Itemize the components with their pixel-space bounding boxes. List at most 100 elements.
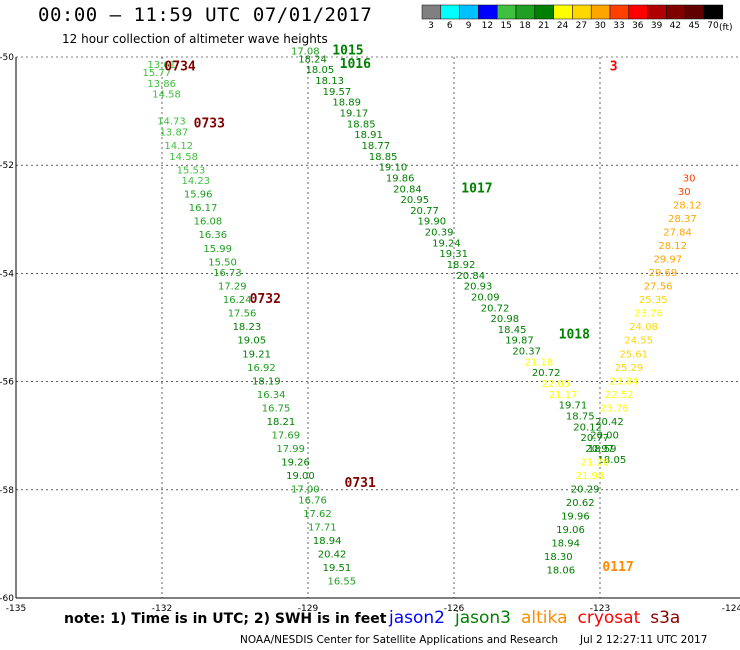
swh-value-label: 27.56 <box>644 282 673 293</box>
colorbar-level-label: 42 <box>669 21 682 31</box>
pass-time-label: 3 <box>610 60 618 75</box>
swh-value-label: 18.13 <box>315 76 344 87</box>
colorbar-swatch <box>647 4 667 20</box>
swh-value-label: 13.87 <box>160 127 189 138</box>
swh-value-label: 19.86 <box>386 173 415 184</box>
y-tick-label: -52 <box>0 161 14 171</box>
swh-value-label: 16.75 <box>262 403 291 414</box>
swh-value-label: 18.85 <box>369 152 398 163</box>
colorbar-level-label: 27 <box>575 21 588 31</box>
colorbar-level-label: 21 <box>538 21 550 31</box>
x-tick-label: -124 <box>722 604 740 614</box>
legend-entry-cryosat: cryosat <box>577 608 641 628</box>
swh-value-label: 15.99 <box>203 244 232 255</box>
swh-value-label: 18.94 <box>313 536 342 547</box>
swh-value-label: 18.23 <box>233 322 262 333</box>
swh-value-label: 28.12 <box>658 241 687 252</box>
swh-value-label: 16.08 <box>194 217 223 228</box>
legend-entry-jason3: jason3 <box>455 608 511 628</box>
swh-value-label: 20.93 <box>464 282 493 293</box>
legend-entry-altika: altika <box>521 608 568 628</box>
colorbar-level-label: 33 <box>613 21 625 31</box>
swh-value-label: 24.08 <box>629 322 658 333</box>
colorbar-level-label: 9 <box>465 21 472 31</box>
swh-value-label: 19.87 <box>505 336 534 347</box>
pass-time-label: 1015 <box>332 43 363 58</box>
swh-value-label: 15.96 <box>184 190 213 201</box>
swh-value-label: 28.12 <box>673 200 702 211</box>
swh-value-label: 16.36 <box>199 230 228 241</box>
swh-value-label: 17.00 <box>291 485 320 496</box>
x-tick-label: -132 <box>152 604 172 614</box>
swh-value-label: 18.92 <box>447 260 476 271</box>
swh-value-label: 20.98 <box>491 314 520 325</box>
swh-value-label: 14.73 <box>157 117 186 128</box>
swh-value-label: 15.53 <box>177 165 206 176</box>
swh-value-label: 25.61 <box>619 349 648 360</box>
swh-value-label: 20.84 <box>393 184 422 195</box>
pass-time-label: 0117 <box>602 560 633 575</box>
swh-value-label: 20.77 <box>410 206 439 217</box>
swh-value-label: 17.56 <box>228 309 257 320</box>
satellite-legend: jason2 jason3 altika cryosat s3a <box>389 608 690 628</box>
swh-value-label: 19.51 <box>323 563 352 574</box>
colorbar-swatch <box>553 4 573 20</box>
swh-value-label: 20.72 <box>481 303 510 314</box>
swh-value-label: 29.69 <box>649 268 678 279</box>
swh-value-label: 17.29 <box>218 282 247 293</box>
swh-value-label: 23.84 <box>610 376 639 387</box>
swh-value-label: 18.05 <box>598 455 627 466</box>
y-tick-label: -60 <box>0 594 14 604</box>
colorbar-swatch <box>703 4 724 20</box>
swh-value-label: 23.76 <box>600 403 629 414</box>
swh-value-label: 22.52 <box>605 390 634 401</box>
swh-value-label: 18.75 <box>566 411 595 422</box>
swh-value-label: 18.77 <box>362 141 391 152</box>
colorbar-swatch <box>534 4 554 20</box>
swh-value-label: 16.73 <box>213 268 242 279</box>
swh-value-label: 14.23 <box>181 176 210 187</box>
y-tick-label: -54 <box>0 269 14 279</box>
footer-credit: NOAA/NESDIS Center for Satellite Applica… <box>240 634 558 646</box>
colorbar-level-label: 30 <box>594 21 606 31</box>
swh-value-label: 15.77 <box>143 68 172 79</box>
pass-time-label: 0734 <box>164 60 195 75</box>
footer-timestamp: Jul 2 12:27:11 UTC 2017 <box>580 634 708 646</box>
swh-value-label: 19.31 <box>439 249 468 260</box>
colorbar-level-label: 36 <box>632 21 644 31</box>
pass-time-label: 1017 <box>461 181 492 196</box>
colorbar-swatch <box>515 4 536 20</box>
pass-time-label: 1016 <box>340 57 371 72</box>
swh-value-label: 21.18 <box>525 357 554 368</box>
swh-value-label: 14.58 <box>169 152 198 163</box>
swh-value-label: 20.09 <box>471 292 500 303</box>
colorbar-unit: (ft) <box>719 23 733 33</box>
swh-value-label: 25.35 <box>639 295 668 306</box>
swh-value-label: 17.62 <box>303 509 332 520</box>
plot-frame <box>15 57 740 599</box>
x-tick-label: -135 <box>6 604 26 614</box>
swh-value-label: 18.59 <box>588 444 617 455</box>
colorbar-level-label: 39 <box>650 21 663 31</box>
swh-value-label: 16.34 <box>257 390 286 401</box>
swh-value-label: 18.24 <box>298 54 327 65</box>
pass-time-label: 0731 <box>345 476 376 491</box>
swh-value-label: 23.76 <box>634 309 663 320</box>
colorbar-swatch <box>572 4 592 20</box>
swh-value-label: 17.99 <box>276 444 305 455</box>
gridlines <box>16 56 740 598</box>
swh-value-label: 13.61 <box>147 60 176 71</box>
swh-value-label: 17.08 <box>291 46 320 57</box>
swh-value-label: 21.17 <box>549 390 578 401</box>
legend-entry-jason2: jason2 <box>389 608 445 628</box>
colorbar-swatch <box>459 4 479 20</box>
swh-value-label: 22.05 <box>542 379 571 390</box>
swh-value-label: 25.29 <box>615 363 644 374</box>
colorbar-swatch <box>628 4 648 20</box>
swh-value-label: 14.58 <box>152 90 181 101</box>
swh-value-label: 30 <box>683 173 696 184</box>
colorbar-level-label: 6 <box>446 21 453 31</box>
swh-value-label: 20.37 <box>512 347 541 358</box>
swh-value-label: 20.77 <box>581 433 610 444</box>
swh-value-label: 20.97 <box>585 444 614 455</box>
